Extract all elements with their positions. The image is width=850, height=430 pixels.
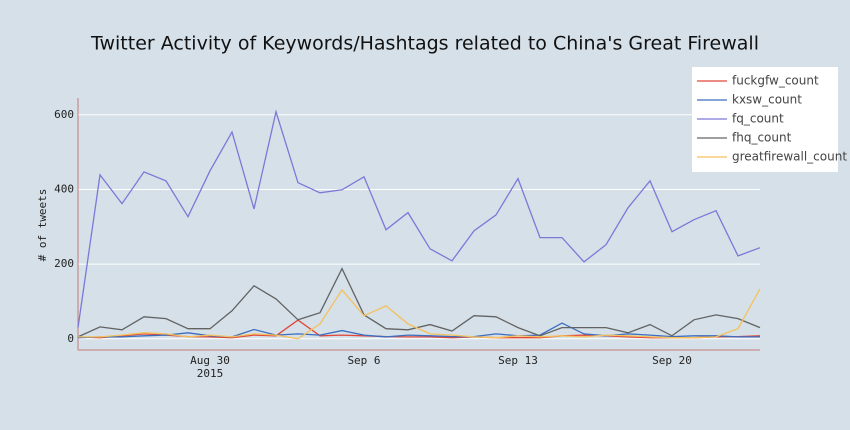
x-tick-year: 2015 <box>197 367 224 380</box>
x-tick-label: Sep 6 <box>347 354 380 367</box>
legend-label: fhq_count <box>732 131 792 145</box>
x-tick-label: Sep 13 <box>498 354 538 367</box>
series-line <box>77 109 761 328</box>
y-tick-label: 600 <box>54 108 74 121</box>
x-tick-label: Aug 30 <box>190 354 230 367</box>
legend-label: kxsw_count <box>732 93 802 107</box>
y-axis-label: # of tweets <box>36 189 49 262</box>
legend-label: fq_count <box>732 112 784 126</box>
chart-title: Twitter Activity of Keywords/Hashtags re… <box>90 33 759 55</box>
y-tick-label: 400 <box>54 182 74 195</box>
series-line <box>77 322 760 339</box>
series-line <box>78 288 761 340</box>
legend-label: greatfirewall_count <box>732 150 847 164</box>
series-line <box>77 267 761 338</box>
x-tick-label: Sep 20 <box>652 354 692 367</box>
y-tick-label: 0 <box>67 332 74 345</box>
y-tick-label: 200 <box>54 257 74 270</box>
legend-label: fuckgfw_count <box>732 74 819 88</box>
